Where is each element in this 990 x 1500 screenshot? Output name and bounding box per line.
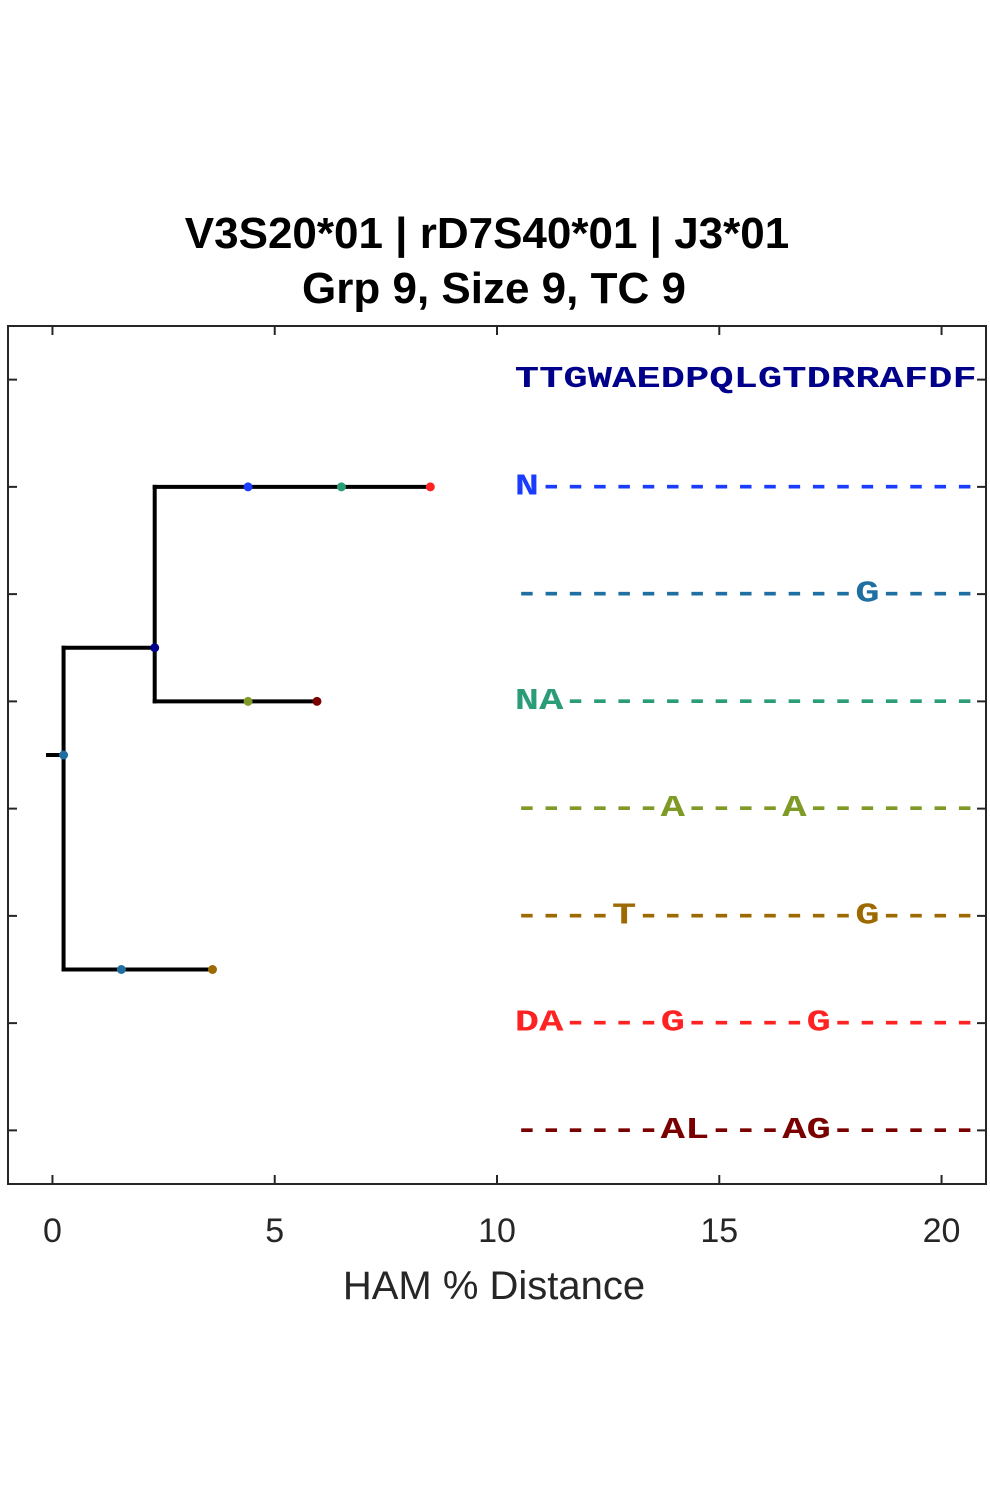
sequence-label: N------------------ [515,469,977,504]
plot-area [7,325,987,1185]
tree-nodes [59,482,435,974]
sequence-label: NA----------------- [515,684,977,719]
tree-node [59,750,69,760]
chart-title-line-1: V3S20*01 | rD7S40*01 | J3*01 [185,209,789,259]
sequence-label: TTGWAEDPQLGTDRRAFDF [515,362,977,397]
sequence-label: ------AL---AG------ [515,1113,977,1148]
axis-ticks: 0 5 10 15 20 [8,326,986,1250]
x-tick-label: 15 [700,1212,738,1250]
sequence-label: ------A----A------- [515,791,977,826]
sequence-label: --------------G---- [515,577,977,612]
x-tick-label: 0 [43,1212,62,1250]
x-tick-label: 5 [265,1212,284,1250]
x-axis-label: HAM % Distance [343,1264,645,1308]
tree-node [116,965,126,974]
x-tick-label: 10 [478,1212,516,1250]
tree-node [243,482,253,492]
tree-node [312,696,322,706]
tree-node [336,482,346,492]
tree-node [243,696,253,706]
tree-node [207,965,217,974]
tree-node [425,482,435,492]
x-tick-label: 20 [923,1212,961,1250]
sequence-labels: TTGWAEDPQLGTDRRAFDF N------------------ --… [515,362,977,1148]
tree-node [150,643,160,653]
chart-title-line-2: Grp 9, Size 9, TC 9 [302,264,686,313]
sequence-label: DA----G-----G------ [515,1006,977,1041]
tree-branches [46,484,433,972]
sequence-label: ----T---------G---- [515,898,977,933]
